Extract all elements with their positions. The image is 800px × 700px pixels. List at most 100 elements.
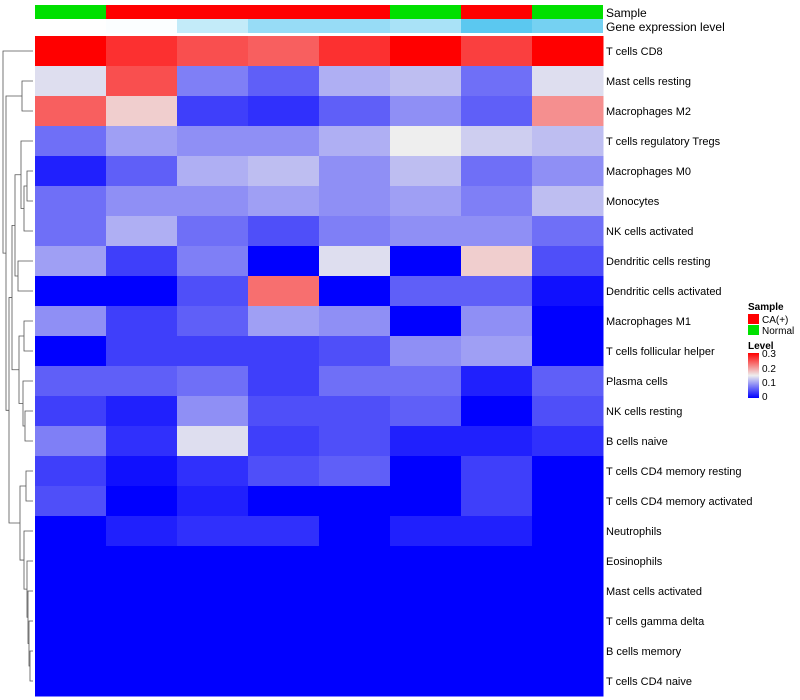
heatmap-cell xyxy=(532,126,604,157)
heatmap-cell xyxy=(106,306,178,337)
row-label: NK cells resting xyxy=(606,406,682,418)
heatmap-cell xyxy=(461,276,533,307)
heatmap-cell xyxy=(35,396,107,427)
expression-annotation-cell xyxy=(390,19,461,33)
heatmap-cell xyxy=(177,336,249,367)
level-tick-02: 0.2 xyxy=(762,364,776,375)
row-label: T cells gamma delta xyxy=(606,616,705,628)
heatmap-cell xyxy=(106,366,178,397)
heatmap-cell xyxy=(532,156,604,187)
heatmap-cell xyxy=(319,426,391,457)
heatmap-cell xyxy=(461,606,533,637)
heatmap-cell xyxy=(319,276,391,307)
level-tick-0: 0 xyxy=(762,392,768,403)
dendrogram-branch xyxy=(23,185,33,232)
heatmap-cell xyxy=(106,336,178,367)
heatmap-cell xyxy=(177,456,249,487)
heatmap-cell xyxy=(461,636,533,667)
heatmap-cell xyxy=(532,96,604,127)
heatmap-cell xyxy=(319,126,391,157)
heatmap-cell xyxy=(248,36,320,67)
heatmap-cell xyxy=(390,186,462,217)
heatmap-cell xyxy=(461,246,533,277)
heatmap-cell xyxy=(177,306,249,337)
heatmap-cell xyxy=(177,636,249,667)
row-label: T cells regulatory Tregs xyxy=(606,136,721,148)
heatmap-cell xyxy=(532,606,604,637)
heatmap-cell xyxy=(35,186,107,217)
heatmap-cell xyxy=(319,576,391,607)
heatmap-cell xyxy=(532,246,604,277)
legend-swatch-normal xyxy=(748,325,759,335)
heatmap-cell xyxy=(177,366,249,397)
legend: Sample CA(+) Normal Level 0.3 0.2 0.1 0 xyxy=(748,302,794,403)
dendrogram-branch xyxy=(24,410,33,442)
heatmap-cell xyxy=(248,126,320,157)
heatmap-cell xyxy=(177,66,249,97)
heatmap-cell xyxy=(532,426,604,457)
heatmap-cell xyxy=(177,186,249,217)
heatmap-cell xyxy=(319,546,391,577)
heatmap-cell xyxy=(177,36,249,67)
dendrogram-branch xyxy=(23,530,33,590)
heatmap-cell xyxy=(106,546,178,577)
heatmap-cell xyxy=(106,126,178,157)
heatmap-cell xyxy=(319,306,391,337)
heatmap-cell xyxy=(177,606,249,637)
heatmap-cell xyxy=(390,66,462,97)
heatmap-cell xyxy=(248,96,320,127)
heatmap-cell xyxy=(106,246,178,277)
heatmap-cell xyxy=(248,156,320,187)
dendrogram-branch xyxy=(19,485,26,561)
heatmap-cell xyxy=(177,486,249,517)
sample-annotation-cell xyxy=(461,5,532,19)
heatmap-cell xyxy=(319,246,391,277)
heatmap-cell xyxy=(177,216,249,247)
heatmap-cell xyxy=(106,516,178,547)
sample-annotation-cell xyxy=(390,5,461,19)
heatmap-cell xyxy=(248,276,320,307)
heatmap-cell xyxy=(106,396,178,427)
legend-entry-normal: Normal xyxy=(762,326,794,337)
heatmap-cell xyxy=(461,126,533,157)
heatmap-cell xyxy=(106,636,178,667)
heatmap-cell xyxy=(106,156,178,187)
heatmap-cell xyxy=(248,426,320,457)
heatmap-cell xyxy=(532,666,604,697)
heatmap-cell xyxy=(106,606,178,637)
heatmap-cell xyxy=(177,126,249,157)
row-label: NK cells activated xyxy=(606,226,693,238)
sample-annotation-cell xyxy=(177,5,248,19)
heatmap-cell xyxy=(177,96,249,127)
heatmap-cell xyxy=(35,276,107,307)
heatmap-cell xyxy=(461,186,533,217)
row-label: T cells CD4 memory resting xyxy=(606,466,742,478)
heatmap-cell xyxy=(532,216,604,247)
heatmap-cell xyxy=(461,456,533,487)
legend-swatch-ca xyxy=(748,314,759,324)
heatmap-cell xyxy=(532,36,604,67)
heatmap-cell xyxy=(390,96,462,127)
heatmap-cell xyxy=(35,66,107,97)
heatmap-cell xyxy=(177,426,249,457)
heatmap-cell xyxy=(319,156,391,187)
heatmap-cell xyxy=(177,546,249,577)
heatmap-cell xyxy=(461,366,533,397)
heatmap-cell xyxy=(461,426,533,457)
heatmap-cell xyxy=(106,486,178,517)
expression-annotation-cell xyxy=(461,19,532,33)
heatmap-cell xyxy=(177,246,249,277)
expression-annotation-cell xyxy=(177,19,248,33)
sample-annotation-cell xyxy=(319,5,390,19)
heatmap-cell xyxy=(106,576,178,607)
heatmap-cell xyxy=(35,336,107,367)
heatmap-cell xyxy=(390,666,462,697)
heatmap-cell xyxy=(461,576,533,607)
heatmap-cells xyxy=(35,36,604,697)
heatmap-cell xyxy=(390,366,462,397)
level-tick-01: 0.1 xyxy=(762,378,776,389)
heatmap-cell xyxy=(248,216,320,247)
legend-level-title: Level xyxy=(748,341,774,352)
row-dendrogram xyxy=(2,50,33,682)
dendrogram-branch xyxy=(25,470,33,502)
